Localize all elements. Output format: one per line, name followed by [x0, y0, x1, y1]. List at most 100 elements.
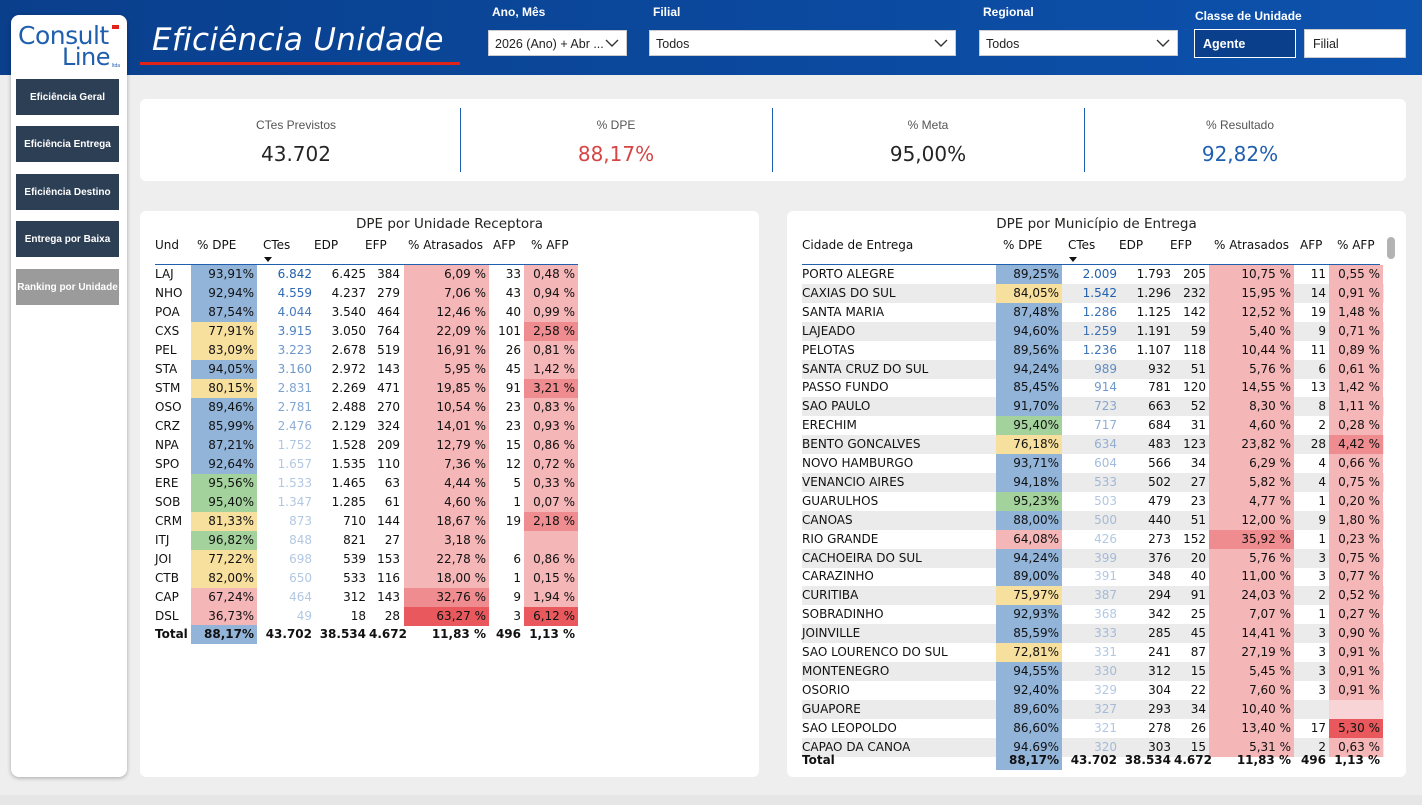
- table-cell: 23: [1190, 493, 1206, 508]
- table-cell: 12: [505, 457, 521, 471]
- ano-mes-select[interactable]: 2026 (Ano) + Abr ...: [488, 30, 627, 56]
- table-row[interactable]: NOVO HAMBURGO 93,71% 604 566 34 6,29 % 4 0,66 %: [802, 454, 1384, 473]
- table-cell: 0,93 %: [524, 417, 578, 436]
- column-header[interactable]: % Atrasados: [1214, 238, 1290, 252]
- table-cell: 3: [1318, 682, 1326, 697]
- table-row[interactable]: PORTO ALEGRE 89,25% 2.009 1.793 205 10,75 % 11…: [802, 265, 1384, 284]
- table-row[interactable]: SANTA CRUZ DO SUL 94,24% 989 932 51 5,76 % 6 0,…: [802, 359, 1384, 379]
- column-header[interactable]: AFP: [1300, 238, 1323, 252]
- table-row[interactable]: OSORIO 92,40% 329 304 22 7,60 % 3 0,91 %: [802, 680, 1384, 700]
- table-cell: 273: [1148, 531, 1171, 546]
- table-cell: 496: [495, 627, 521, 641]
- classe-filial-button[interactable]: Filial: [1304, 29, 1406, 58]
- column-header[interactable]: EDP: [314, 238, 339, 252]
- chevron-down-icon: [1156, 39, 1170, 47]
- table-row[interactable]: LAJ 93,91% 6.842 6.425 384 6,09 % 33 0,48 %: [155, 265, 580, 284]
- table-cell: PEL: [155, 343, 177, 357]
- table-row[interactable]: SANTA MARIA 87,48% 1.286 1.125 142 12,52 % 19 1…: [802, 302, 1384, 322]
- table-row[interactable]: PEL 83,09% 3.223 2.678 519 16,91 % 26 0,81 %: [155, 341, 580, 360]
- table-row[interactable]: SOBRADINHO 92,93% 368 342 25 7,07 % 1 0,27 %: [802, 605, 1384, 625]
- table-row[interactable]: CACHOEIRA DO SUL 94,24% 399 376 20 5,76 % 3 0,7…: [802, 548, 1384, 568]
- column-header[interactable]: CTes: [1068, 238, 1096, 252]
- table-row[interactable]: ITJ 96,82% 848 821 27 3,18 %: [155, 531, 580, 550]
- table-row[interactable]: OSO 89,46% 2.781 2.488 270 10,54 % 23 0,83 %: [155, 398, 580, 417]
- column-header[interactable]: CTes: [263, 238, 291, 252]
- table-cell: 95,23%: [996, 491, 1062, 511]
- table-row[interactable]: POA 87,54% 4.044 3.540 464 12,46 % 40 0,99 %: [155, 303, 580, 322]
- table-row[interactable]: CRM 81,33% 873 710 144 18,67 % 19 2,18 %: [155, 512, 580, 531]
- page-title: Eficiência Unidade: [152, 22, 444, 58]
- table-row[interactable]: CURITIBA 75,97% 387 294 91 24,03 % 2 0,52 %: [802, 586, 1384, 606]
- nav-entrega-por-baixa[interactable]: Entrega por Baixa: [16, 221, 119, 257]
- table-cell: 87,21%: [191, 436, 257, 455]
- nav-eficiencia-destino[interactable]: Eficiência Destino: [16, 174, 119, 210]
- table-scrollbar[interactable]: [1387, 237, 1395, 259]
- table-row[interactable]: SAO LOURENCO DO SUL 72,81% 331 241 87 27,19 %…: [802, 643, 1384, 662]
- table-row[interactable]: PASSO FUNDO 85,45% 914 781 120 14,55 % 13 1,42 …: [802, 378, 1384, 398]
- table-row[interactable]: MONTENEGRO 94,55% 330 312 15 5,45 % 3 0,91 %: [802, 661, 1384, 681]
- table-row[interactable]: SAO LEOPOLDO 86,60% 321 278 26 13,40 % 17 5,30 …: [802, 718, 1384, 738]
- column-header[interactable]: AFP: [493, 238, 516, 252]
- column-header[interactable]: Cidade de Entrega: [802, 238, 914, 252]
- table-cell: 94,55%: [996, 661, 1062, 681]
- column-header[interactable]: EFP: [1170, 238, 1192, 252]
- sort-desc-icon[interactable]: [264, 257, 272, 262]
- classe-agente-button[interactable]: Agente: [1194, 29, 1296, 58]
- table-row[interactable]: SAO PAULO 91,70% 723 663 52 8,30 % 8 1,11 %: [802, 397, 1384, 417]
- column-header[interactable]: % AFP: [1337, 238, 1375, 252]
- column-header[interactable]: Und: [155, 238, 180, 252]
- table-cell: POA: [155, 305, 180, 319]
- nav-ranking-por-unidade[interactable]: Ranking por Unidade: [16, 269, 119, 305]
- table-row[interactable]: DSL 36,73% 49 18 28 63,27 % 3 6,12 %: [155, 607, 580, 626]
- table-row[interactable]: ERE 95,56% 1.533 1.465 63 4,44 % 5 0,33 %: [155, 474, 580, 493]
- table-row[interactable]: LAJEADO 94,60% 1.259 1.191 59 5,40 % 9 0,71 %: [802, 321, 1384, 341]
- table-row[interactable]: CAP 67,24% 464 312 143 32,76 % 9 1,94 %: [155, 588, 580, 607]
- table-row[interactable]: STA 94,05% 3.160 2.972 143 5,95 % 45 1,42 %: [155, 360, 580, 379]
- table-cell: 684: [1148, 418, 1171, 433]
- table-cell: 12,52 %: [1209, 302, 1294, 322]
- table-cell: 2: [1318, 418, 1326, 433]
- table-row[interactable]: CAXIAS DO SUL 84,05% 1.542 1.296 232 15,95 % 1…: [802, 283, 1384, 303]
- table-row[interactable]: CARAZINHO 89,00% 391 348 40 11,00 % 3 0,77 %: [802, 567, 1384, 587]
- column-header[interactable]: % Atrasados: [408, 238, 484, 252]
- table-cell: 331: [1094, 645, 1117, 659]
- table-row[interactable]: GUAPORE 89,60% 327 293 34 10,40 %: [802, 699, 1384, 719]
- column-header[interactable]: EFP: [365, 238, 387, 252]
- table-row[interactable]: CXS 77,91% 3.915 3.050 764 22,09 % 101 2,58 %: [155, 322, 580, 341]
- table-row[interactable]: CTB 82,00% 650 533 116 18,00 % 1 0,15 %: [155, 569, 580, 588]
- column-header[interactable]: % DPE: [197, 238, 237, 252]
- table-row[interactable]: CRZ 85,99% 2.476 2.129 324 14,01 % 23 0,93 %: [155, 417, 580, 436]
- regional-select[interactable]: Todos: [979, 30, 1178, 56]
- table-cell: 2: [1318, 739, 1326, 754]
- table-cell: 293: [1148, 701, 1171, 716]
- table-row[interactable]: NHO 92,94% 4.559 4.237 279 7,06 % 43 0,94 %: [155, 284, 580, 303]
- column-header[interactable]: % DPE: [1003, 238, 1043, 252]
- filial-select[interactable]: Todos: [649, 30, 956, 56]
- nav-eficiencia-geral[interactable]: Eficiência Geral: [16, 79, 119, 115]
- table-cell: 89,56%: [996, 340, 1062, 360]
- table-cell: 384: [377, 267, 400, 281]
- table-row[interactable]: VENANCIO AIRES 94,18% 533 502 27 5,82 % 4 0,75 …: [802, 472, 1384, 492]
- nav-eficiencia-entrega[interactable]: Eficiência Entrega: [16, 126, 119, 162]
- table-cell: 1,13 %: [529, 627, 575, 641]
- table-row[interactable]: STM 80,15% 2.831 2.269 471 19,85 % 91 3,21 %: [155, 379, 580, 398]
- table-row[interactable]: GUARULHOS 95,23% 503 479 23 4,77 % 1 0,20 %: [802, 491, 1384, 511]
- table-row[interactable]: SOB 95,40% 1.347 1.285 61 4,60 % 1 0,07 %: [155, 493, 580, 512]
- table-cell: 1: [513, 495, 521, 509]
- table-row[interactable]: ERECHIM 95,40% 717 684 31 4,60 % 2 0,28 %: [802, 416, 1384, 436]
- table-cell: 1: [1318, 607, 1326, 622]
- table-cell: 440: [1148, 512, 1171, 527]
- sort-desc-icon[interactable]: [1069, 257, 1077, 262]
- table-row[interactable]: BENTO GONCALVES 76,18% 634 483 123 23,82 % 28 4…: [802, 435, 1384, 455]
- table-cell: 1.542: [1082, 285, 1117, 300]
- table-row[interactable]: CANOAS 88,00% 500 440 51 12,00 % 9 1,80 %: [802, 510, 1384, 530]
- column-header[interactable]: % AFP: [531, 238, 569, 252]
- table-row[interactable]: SPO 92,64% 1.657 1.535 110 7,36 % 12 0,72 %: [155, 455, 580, 474]
- table-row[interactable]: NPA 87,21% 1.752 1.528 209 12,79 % 15 0,86 %: [155, 436, 580, 455]
- table-row[interactable]: CAPAO DA CANOA 94,69% 320 303 15 5,31 % 2 0,63 …: [802, 737, 1384, 757]
- table-row[interactable]: PELOTAS 89,56% 1.236 1.107 118 10,44 % 11 0,89 …: [802, 340, 1384, 360]
- column-header[interactable]: EDP: [1119, 238, 1144, 252]
- table-row[interactable]: JOINVILLE 85,59% 333 285 45 14,41 % 3 0,90 %: [802, 624, 1384, 644]
- table-row[interactable]: RIO GRANDE 64,08% 426 273 152 35,92 % 1 0,23 %: [802, 529, 1384, 549]
- table-row[interactable]: JOI 77,22% 698 539 153 22,78 % 6 0,86 %: [155, 550, 580, 569]
